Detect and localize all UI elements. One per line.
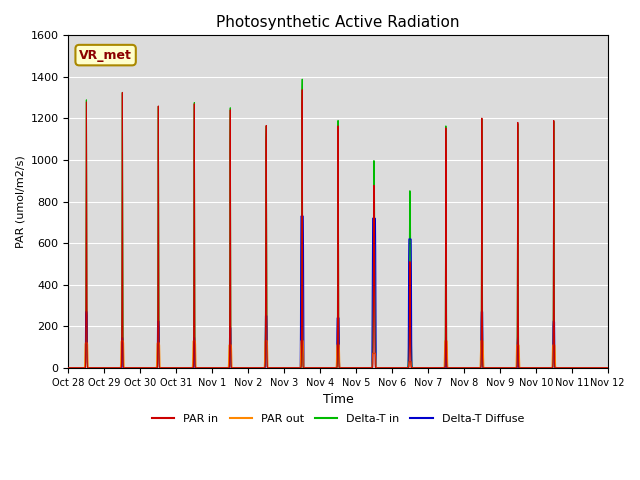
X-axis label: Time: Time	[323, 393, 353, 406]
Y-axis label: PAR (umol/m2/s): PAR (umol/m2/s)	[15, 155, 25, 248]
Title: Photosynthetic Active Radiation: Photosynthetic Active Radiation	[216, 15, 460, 30]
Legend: PAR in, PAR out, Delta-T in, Delta-T Diffuse: PAR in, PAR out, Delta-T in, Delta-T Dif…	[148, 410, 529, 429]
Text: VR_met: VR_met	[79, 48, 132, 61]
